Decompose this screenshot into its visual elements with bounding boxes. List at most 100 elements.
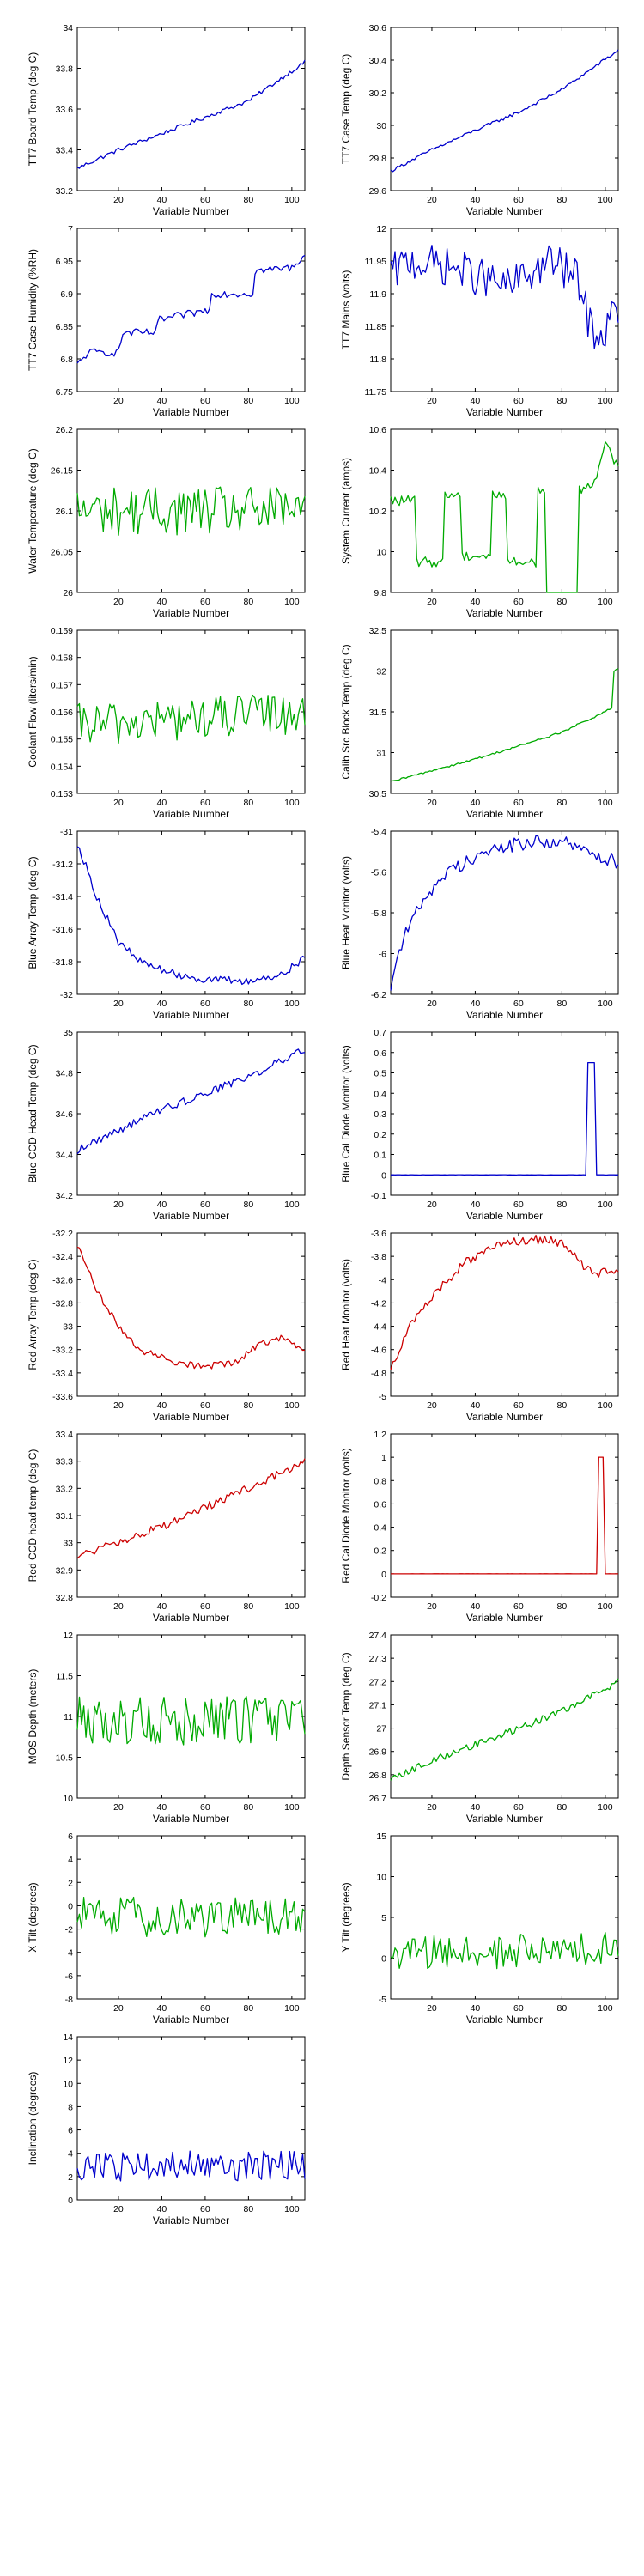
x-tick-label: 80 [557, 396, 568, 406]
x-tick-label: 20 [113, 2003, 124, 2014]
y-tick-label: -0.2 [371, 1593, 386, 1603]
y-tick-label: 30.6 [369, 23, 387, 33]
y-tick-label: 1.2 [374, 1430, 386, 1440]
series-line [76, 2150, 306, 2182]
subplot-10: -6.2 -6 -5.8 -5.6 -5.4 20 40 60 80 100 Variable Nu… [340, 827, 619, 1021]
x-tick-label: 60 [513, 195, 524, 205]
y-tick-label: -5.6 [371, 868, 386, 878]
y-tick-label: 10.5 [56, 1753, 74, 1764]
x-tick-label: 80 [557, 1802, 568, 1813]
y-tick-label: 33 [63, 1539, 73, 1549]
y-tick-label: 33.4 [56, 146, 74, 156]
y-tick-label: 35 [63, 1028, 73, 1038]
plot-frame [76, 228, 306, 392]
x-tick-label: 40 [471, 798, 481, 808]
x-tick-label: 100 [598, 1200, 613, 1210]
y-tick-label: -32.6 [52, 1275, 73, 1285]
y-tick-label: 6.8 [60, 355, 73, 365]
x-tick-label: 100 [284, 1400, 300, 1411]
x-tick-label: 20 [427, 999, 437, 1009]
x-tick-label: 80 [244, 999, 254, 1009]
x-tick-label: 60 [200, 1200, 210, 1210]
x-tick-label: 60 [200, 2204, 210, 2215]
y-tick-label: 7 [68, 224, 73, 234]
y-tick-label: 10.4 [369, 466, 387, 477]
x-tick-label: 80 [244, 2003, 254, 2014]
y-tick-label: 9.8 [374, 588, 386, 598]
x-tick-label: 80 [244, 1601, 254, 1612]
x-tick-label: 80 [557, 1200, 568, 1210]
subplot-1: 33.2 33.4 33.6 33.8 34 20 40 60 80 100 Variable Nu… [27, 23, 306, 217]
x-tick-label: 100 [598, 2003, 613, 2014]
y-tick-label: 0.159 [51, 626, 73, 636]
y-tick-label: -4.6 [371, 1346, 386, 1356]
x-axis-label: Variable Number [466, 406, 543, 418]
y-tick-label: 32.9 [56, 1565, 74, 1576]
x-tick-label: 80 [244, 597, 254, 607]
y-tick-label: 11.85 [365, 322, 387, 332]
y-axis-label: TT7 Case Humidity (%RH) [27, 249, 39, 371]
y-tick-label: 0 [381, 1570, 386, 1580]
y-tick-label: 6.9 [60, 289, 73, 300]
x-tick-label: 60 [200, 798, 210, 808]
x-tick-label: 40 [471, 2003, 481, 2014]
x-tick-label: 20 [113, 1400, 124, 1411]
y-axis-label: Blue Array Temp (deg C) [27, 856, 39, 969]
x-tick-label: 60 [200, 597, 210, 607]
x-tick-label: 100 [598, 1400, 613, 1411]
x-tick-label: 80 [557, 597, 568, 607]
y-tick-label: -32 [60, 990, 73, 1000]
y-tick-label: 32.8 [56, 1593, 74, 1603]
x-tick-label: 20 [427, 1601, 437, 1612]
y-tick-label: 0.7 [374, 1028, 386, 1038]
x-tick-label: 20 [113, 1200, 124, 1210]
y-tick-label: -32.2 [52, 1229, 73, 1239]
x-tick-label: 100 [284, 2204, 300, 2215]
y-tick-label: 4 [68, 1855, 73, 1865]
y-tick-label: 26.2 [56, 425, 74, 435]
series-line [76, 1896, 306, 1938]
plot-frame [76, 1433, 306, 1598]
x-axis-label: Variable Number [466, 205, 543, 217]
x-tick-label: 40 [157, 396, 167, 406]
x-tick-label: 80 [244, 1400, 254, 1411]
y-axis-label: TT7 Mains (volts) [340, 270, 352, 350]
y-tick-label: 33.6 [56, 105, 74, 115]
subplot-15: 32.8 32.9 33 33.1 33.2 33.3 33.4 20 40 60 80 100 Var… [27, 1430, 306, 1624]
y-tick-label: -4.4 [371, 1322, 386, 1333]
x-axis-label: Variable Number [153, 205, 229, 217]
x-axis-label: Variable Number [153, 2215, 229, 2227]
y-tick-label: -3.6 [371, 1229, 386, 1239]
x-axis-label: Variable Number [466, 2014, 543, 2026]
y-axis-label: System Current (amps) [340, 458, 352, 564]
x-tick-label: 40 [471, 597, 481, 607]
plot-frame [390, 1433, 619, 1598]
x-tick-label: 60 [513, 1601, 524, 1612]
x-axis-label: Variable Number [466, 1210, 543, 1222]
x-tick-label: 40 [471, 396, 481, 406]
plot-frame [76, 2036, 306, 2201]
x-tick-label: 60 [200, 195, 210, 205]
subplot-4: 11.75 11.8 11.85 11.9 11.95 12 20 40 60 80 100 Vari… [340, 224, 619, 418]
y-tick-label: -2 [65, 1925, 73, 1935]
series-line [390, 1061, 619, 1176]
x-tick-label: 100 [284, 1601, 300, 1612]
series-line [391, 1456, 618, 1575]
y-tick-label: 14 [63, 2032, 73, 2043]
x-tick-label: 40 [157, 798, 167, 808]
y-tick-label: -33.6 [52, 1392, 73, 1402]
y-axis-label: TT7 Board Temp (deg C) [27, 52, 39, 167]
x-tick-label: 60 [513, 396, 524, 406]
y-tick-label: 2 [68, 1878, 73, 1888]
y-axis-label: Red Array Temp (deg C) [27, 1259, 39, 1370]
x-tick-label: 40 [157, 2003, 167, 2014]
series-line [390, 1932, 619, 1970]
subplot-19: -8 -6 -4 -2 0 2 4 6 20 40 60 80 100 Variable Number X … [27, 1832, 306, 2026]
y-tick-label: 10 [63, 2079, 73, 2089]
x-tick-label: 40 [471, 1601, 481, 1612]
x-tick-label: 60 [200, 1802, 210, 1813]
y-tick-label: 30.4 [369, 56, 387, 66]
y-tick-label: -6.2 [371, 990, 386, 1000]
y-tick-label: -31 [60, 827, 73, 837]
x-axis-label: Variable Number [153, 1009, 229, 1021]
